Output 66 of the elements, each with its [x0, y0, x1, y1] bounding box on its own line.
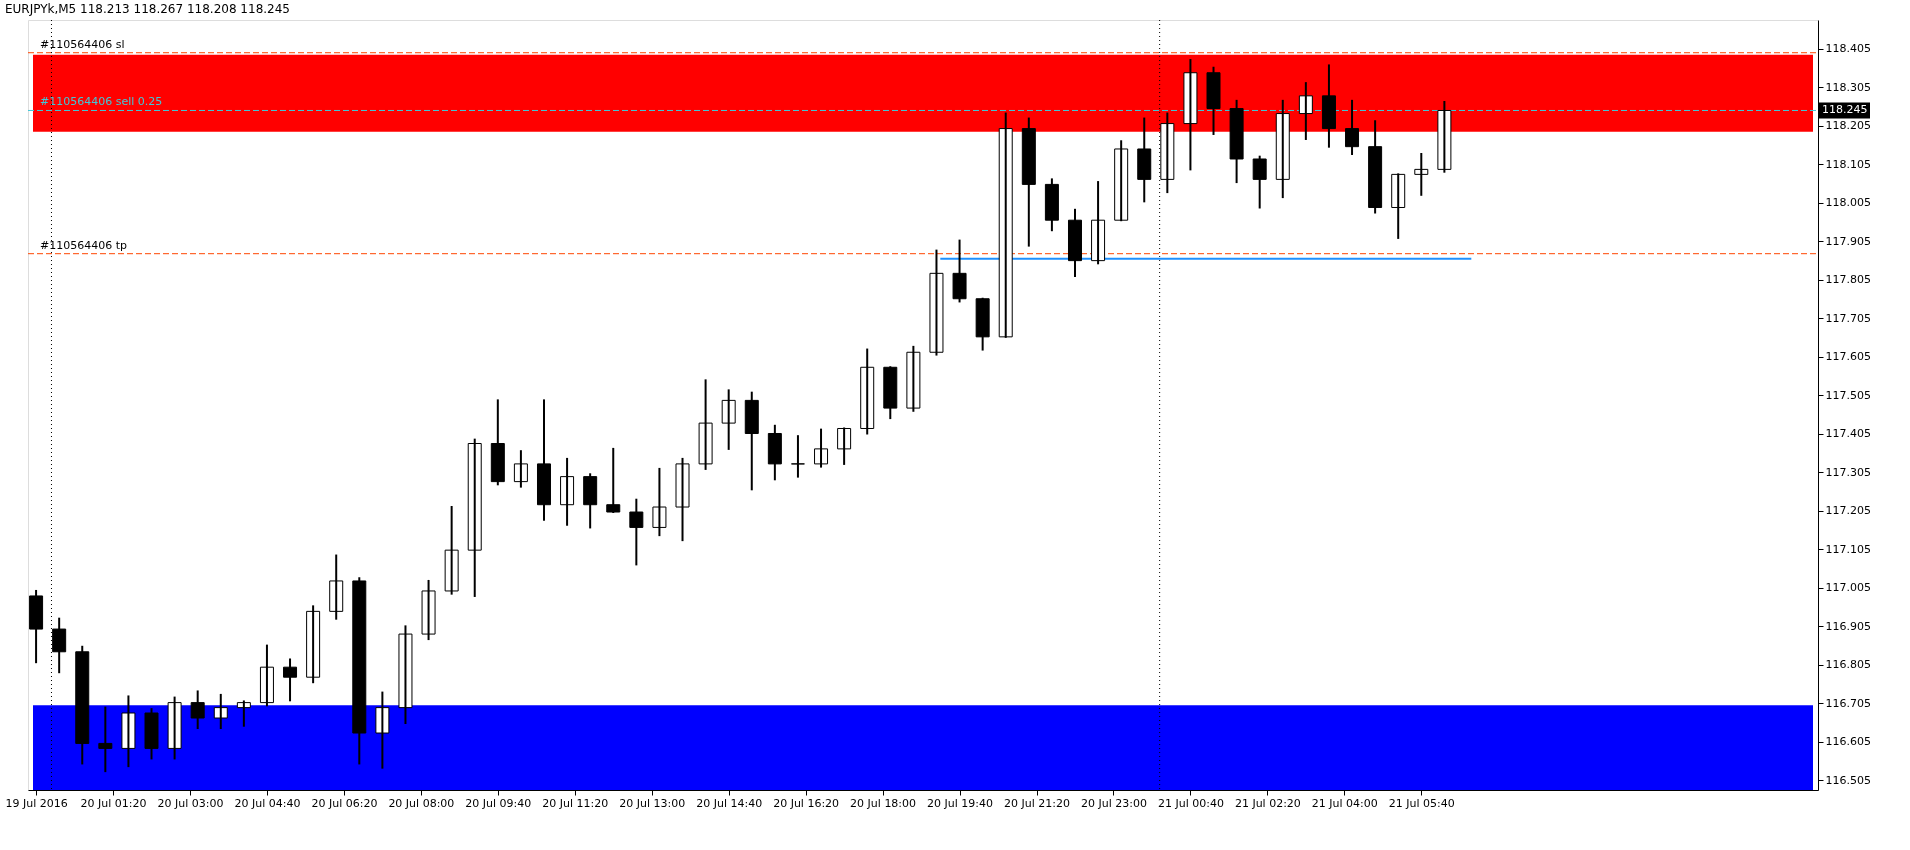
candlestick [975, 297, 990, 351]
candlestick [444, 506, 459, 595]
y-tick-label: 117.805 [1825, 273, 1871, 287]
x-tick-label: 20 Jul 13:00 [619, 796, 686, 810]
candlestick [167, 696, 182, 760]
candlestick [698, 379, 713, 470]
x-tick-label: 19 Jul 2016 [5, 796, 68, 810]
candlestick [213, 693, 228, 730]
y-tick-label: 117.505 [1825, 388, 1871, 402]
x-tick-label: 20 Jul 19:40 [927, 796, 994, 810]
y-tick-label: 117.105 [1825, 542, 1871, 556]
y-tick-label: 116.605 [1825, 735, 1871, 749]
candlestick [1183, 59, 1198, 171]
x-tick-label: 20 Jul 08:00 [388, 796, 455, 810]
x-tick-label: 21 Jul 04:00 [1311, 796, 1378, 810]
y-tick-label: 117.205 [1825, 504, 1871, 518]
candlestick [675, 457, 690, 542]
y-tick-label: 117.905 [1825, 234, 1871, 248]
candlestick [1437, 101, 1452, 173]
candlestick [652, 467, 667, 537]
ref-line-label: #110564406 tp [40, 238, 128, 252]
x-tick-label: 20 Jul 09:40 [465, 796, 532, 810]
candlestick [421, 579, 436, 641]
candlestick [1229, 99, 1244, 184]
y-tick-label: 117.605 [1825, 350, 1871, 364]
candlestick [121, 695, 136, 768]
y-tick-label: 117.305 [1825, 465, 1871, 479]
candlestick [1206, 66, 1221, 135]
candlestick [790, 435, 805, 478]
y-tick-label: 116.505 [1825, 773, 1871, 787]
candlestick [814, 428, 829, 468]
text: 118.245 [1822, 103, 1868, 117]
x-tick-label: 21 Jul 05:40 [1388, 796, 1455, 810]
x-tick-label: 20 Jul 04:40 [234, 796, 301, 810]
y-tick-label: 117.005 [1825, 581, 1871, 595]
ref-line-label: #110564406 sell 0.25 [40, 95, 163, 109]
x-tick-label: 20 Jul 18:00 [850, 796, 917, 810]
x-tick-label: 20 Jul 14:40 [696, 796, 763, 810]
x-tick-label: 20 Jul 01:20 [80, 796, 147, 810]
y-tick-label: 117.405 [1825, 427, 1871, 441]
x-tick-label: 20 Jul 11:20 [542, 796, 609, 810]
candlestick [606, 447, 621, 514]
x-tick-label: 20 Jul 23:00 [1080, 796, 1147, 810]
y-tick-label: 116.805 [1825, 658, 1871, 672]
y-tick-label: 118.105 [1825, 157, 1871, 171]
y-tick-label: 116.905 [1825, 619, 1871, 633]
y-tick-label: 118.205 [1825, 119, 1871, 133]
x-tick-label: 20 Jul 03:00 [157, 796, 224, 810]
ref-line-label: #110564406 sl [40, 37, 125, 51]
chart-title: EURJPYk,M5 118.213 118.267 118.208 118.245 [4, 1, 290, 16]
y-tick-label: 118.305 [1825, 80, 1871, 94]
y-tick-label: 116.705 [1825, 696, 1871, 710]
x-tick-label: 20 Jul 16:20 [773, 796, 840, 810]
y-tick-label: 118.005 [1825, 196, 1871, 210]
candlestick [952, 239, 967, 303]
x-tick-label: 20 Jul 21:20 [1004, 796, 1070, 810]
candlestick [906, 345, 921, 412]
y-tick-label: 117.705 [1825, 311, 1871, 325]
y-tick-label: 118.405 [1825, 42, 1871, 56]
x-tick-label: 21 Jul 02:20 [1234, 796, 1301, 810]
x-tick-label: 21 Jul 00:40 [1157, 796, 1224, 810]
candlestick [144, 708, 159, 760]
candlestick [929, 249, 944, 356]
candlestick [398, 625, 413, 725]
candlestick [375, 691, 390, 769]
x-tick-label: 20 Jul 06:20 [311, 796, 378, 810]
